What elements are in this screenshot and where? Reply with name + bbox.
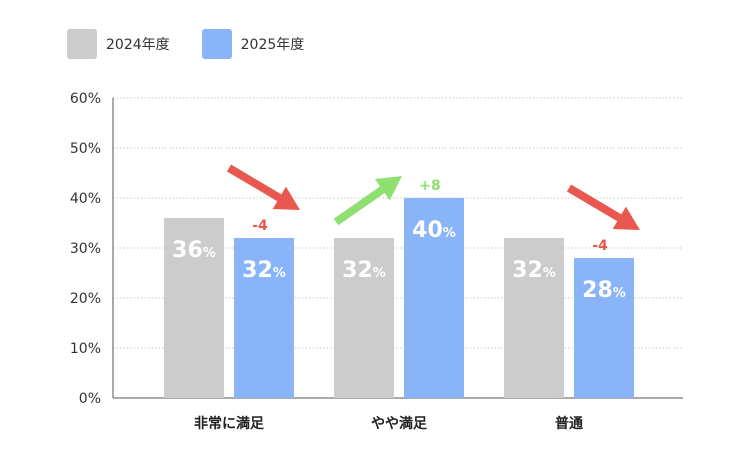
change-arrow-head: [272, 186, 300, 210]
x-category-label: やや満足: [371, 415, 428, 432]
y-tick-label: 40%: [70, 191, 101, 207]
bar: [504, 238, 564, 398]
y-tick-label: 20%: [70, 291, 101, 307]
change-arrow-head: [612, 206, 640, 230]
x-category-label: 普通: [555, 415, 583, 432]
y-tick-label: 50%: [70, 141, 101, 157]
legend: 2024年度 2025年度: [67, 29, 336, 59]
change-arrow-shaft: [333, 185, 387, 226]
x-category-label: 非常に満足: [194, 415, 265, 432]
change-label: +8: [419, 178, 440, 194]
legend-swatch-2025: [201, 29, 232, 59]
bar: [574, 258, 634, 398]
change-arrow-shaft: [566, 184, 624, 223]
y-tick-label: 0%: [79, 391, 101, 407]
legend-swatch-2024: [67, 29, 97, 59]
bar-value-label: 36%: [172, 238, 216, 263]
legend-label-2024: 2024年度: [106, 37, 170, 53]
legend-item-2025: 2025年度: [201, 29, 305, 59]
change-label: -4: [592, 238, 608, 254]
bar-value-label: 32%: [512, 258, 556, 283]
bar: [234, 238, 294, 398]
bar-value-label: 28%: [582, 278, 626, 303]
y-tick-label: 60%: [70, 91, 101, 107]
bar: [164, 218, 224, 398]
bar-value-label: 40%: [412, 218, 456, 243]
legend-label-2025: 2025年度: [240, 37, 305, 53]
bar: [334, 238, 394, 398]
change-arrow-shaft: [226, 164, 284, 203]
y-tick-label: 30%: [70, 241, 101, 257]
bar-value-label: 32%: [242, 258, 286, 283]
change-arrow-head: [374, 176, 402, 201]
y-tick-label: 10%: [70, 341, 101, 357]
bar-value-label: 32%: [342, 258, 386, 283]
change-label: -4: [252, 218, 268, 234]
bar: [404, 198, 464, 398]
legend-item-2024: 2024年度: [67, 29, 170, 59]
